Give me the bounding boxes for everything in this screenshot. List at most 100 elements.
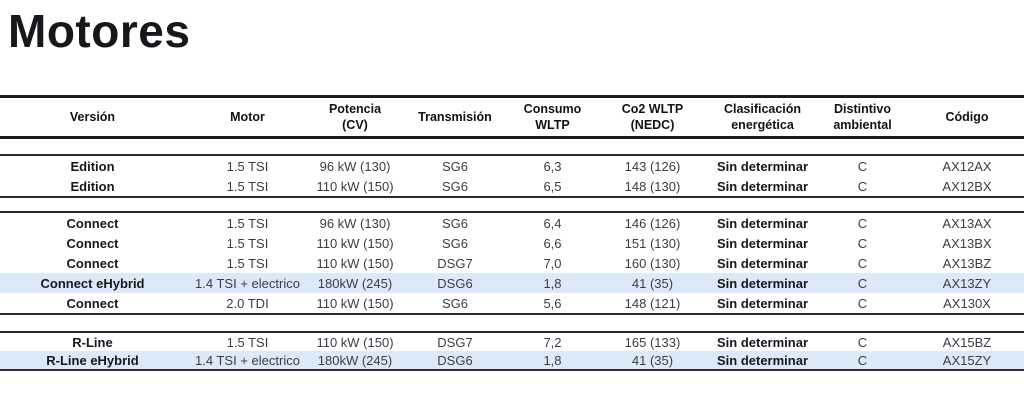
cell-codigo: AX15BZ	[942, 334, 992, 350]
column-header-version: Versión	[69, 109, 116, 124]
cell-transmision: SG6	[441, 158, 468, 174]
table-row: Connect 1.5 TSI 96 kW (130) SG6 6,4 146 (126)…	[0, 213, 1024, 233]
cell-transmision: SG6	[441, 235, 468, 251]
table-row: R-Line 1.5 TSI 110 kW (150) DSG7 7,2 165 (133…	[0, 333, 1024, 351]
cell-consumo: 6,3	[543, 158, 562, 174]
cell-potencia: 110 kW (150)	[316, 334, 394, 350]
cell-transmision: DSG7	[437, 334, 473, 350]
cell-clasificacion: Sin determinar	[716, 334, 809, 350]
cell-codigo: AX130X	[943, 295, 991, 311]
cell-consumo: 1,8	[543, 352, 562, 368]
cell-clasificacion: Sin determinar	[716, 215, 809, 231]
cell-clasificacion: Sin determinar	[716, 158, 809, 174]
table-row: Connect 1.5 TSI 110 kW (150) SG6 6,6 151 (130…	[0, 233, 1024, 253]
cell-consumo: 7,2	[543, 334, 562, 350]
cell-potencia: 180kW (245)	[317, 352, 393, 368]
engines-spec-table: Versión Motor Potencia (CV) Transmisión Cons…	[0, 95, 1024, 371]
cell-co2: 165 (133)	[624, 334, 681, 350]
cell-distintivo: C	[857, 255, 868, 271]
cell-version: Connect	[66, 235, 119, 251]
cell-codigo: AX12BX	[942, 178, 992, 194]
cell-motor: 1.5 TSI	[226, 334, 269, 350]
cell-distintivo: C	[857, 235, 868, 251]
cell-version: Edition	[70, 158, 115, 174]
cell-clasificacion: Sin determinar	[716, 178, 809, 194]
cell-codigo: AX13ZY	[942, 275, 992, 291]
cell-potencia: 110 kW (150)	[316, 295, 394, 311]
cell-codigo: AX12AX	[942, 158, 992, 174]
table-row: Edition 1.5 TSI 96 kW (130) SG6 6,3 143 (126)…	[0, 156, 1024, 176]
cell-version: R-Line eHybrid	[46, 352, 139, 368]
column-header-clasificacion: Clasificación energética	[723, 101, 802, 132]
trim-block-r-line: R-Line 1.5 TSI 110 kW (150) DSG7 7,2 165 (133…	[0, 331, 1024, 371]
cell-clasificacion: Sin determinar	[716, 255, 809, 271]
cell-version: Edition	[70, 178, 115, 194]
cell-clasificacion: Sin determinar	[716, 295, 809, 311]
column-header-co2: Co2 WLTP (NEDC)	[621, 101, 684, 132]
cell-codigo: AX13BX	[942, 235, 992, 251]
cell-motor: 1.4 TSI + electrico	[195, 352, 300, 368]
table-row: R-Line eHybrid 1.4 TSI + electrico 180kW (…	[0, 351, 1024, 369]
cell-co2: 148 (121)	[624, 295, 681, 311]
cell-clasificacion: Sin determinar	[716, 235, 809, 251]
trim-block-edition: Edition 1.5 TSI 96 kW (130) SG6 6,3 143 (126)…	[0, 154, 1024, 198]
cell-distintivo: C	[857, 158, 868, 174]
cell-potencia: 110 kW (150)	[316, 178, 394, 194]
column-header-consumo: Consumo WLTP	[523, 101, 582, 132]
cell-clasificacion: Sin determinar	[716, 352, 809, 368]
cell-consumo: 5,6	[543, 295, 562, 311]
block-spacer	[0, 315, 1024, 331]
cell-co2: 148 (130)	[624, 178, 681, 194]
column-header-codigo: Código	[945, 109, 989, 124]
cell-motor: 1.5 TSI	[226, 158, 269, 174]
cell-co2: 151 (130)	[624, 235, 681, 251]
table-row: Edition 1.5 TSI 110 kW (150) SG6 6,5 148 (130…	[0, 176, 1024, 196]
cell-consumo: 6,6	[543, 235, 562, 251]
cell-distintivo: C	[857, 334, 868, 350]
cell-motor: 1.5 TSI	[226, 235, 269, 251]
cell-motor: 1.4 TSI + electrico	[195, 275, 300, 291]
cell-co2: 146 (126)	[624, 215, 681, 231]
cell-distintivo: C	[857, 178, 868, 194]
trim-block-connect: Connect 1.5 TSI 96 kW (130) SG6 6,4 146 (126)…	[0, 211, 1024, 315]
cell-potencia: 110 kW (150)	[316, 235, 394, 251]
table-body: Edition 1.5 TSI 96 kW (130) SG6 6,3 143 (126)…	[0, 139, 1024, 371]
column-header-transmision: Transmisión	[418, 109, 492, 124]
column-header-distintivo: Distintivo ambiental	[833, 101, 892, 132]
cell-version: Connect	[66, 295, 119, 311]
cell-co2: 41 (35)	[631, 275, 674, 291]
cell-version: Connect	[66, 255, 119, 271]
cell-co2: 41 (35)	[631, 352, 674, 368]
table-header-row: Versión Motor Potencia (CV) Transmisión Cons…	[0, 95, 1024, 139]
cell-co2: 143 (126)	[624, 158, 681, 174]
cell-codigo: AX13AX	[942, 215, 992, 231]
cell-distintivo: C	[857, 295, 868, 311]
cell-clasificacion: Sin determinar	[716, 275, 809, 291]
cell-co2: 160 (130)	[624, 255, 681, 271]
cell-motor: 1.5 TSI	[226, 215, 269, 231]
cell-transmision: SG6	[441, 215, 468, 231]
table-row: Connect eHybrid 1.4 TSI + electrico 180kW …	[0, 273, 1024, 293]
column-header-potencia: Potencia (CV)	[328, 101, 382, 132]
cell-transmision: SG6	[441, 295, 468, 311]
cell-potencia: 96 kW (130)	[319, 215, 391, 231]
table-row: Connect 2.0 TDI 110 kW (150) SG6 5,6 148 (121…	[0, 293, 1024, 313]
block-spacer	[0, 198, 1024, 211]
cell-motor: 1.5 TSI	[226, 178, 269, 194]
cell-version: Connect	[66, 215, 119, 231]
cell-consumo: 1,8	[543, 275, 562, 291]
cell-distintivo: C	[857, 352, 868, 368]
cell-codigo: AX13BZ	[942, 255, 992, 271]
block-spacer	[0, 139, 1024, 154]
cell-consumo: 6,4	[543, 215, 562, 231]
cell-motor: 2.0 TDI	[226, 295, 269, 311]
column-header-motor: Motor	[230, 109, 265, 124]
cell-motor: 1.5 TSI	[226, 255, 269, 271]
cell-version: R-Line	[72, 334, 113, 350]
cell-distintivo: C	[857, 275, 868, 291]
cell-transmision: DSG6	[437, 275, 473, 291]
cell-codigo: AX15ZY	[942, 352, 992, 368]
cell-transmision: SG6	[441, 178, 468, 194]
cell-potencia: 110 kW (150)	[316, 255, 394, 271]
